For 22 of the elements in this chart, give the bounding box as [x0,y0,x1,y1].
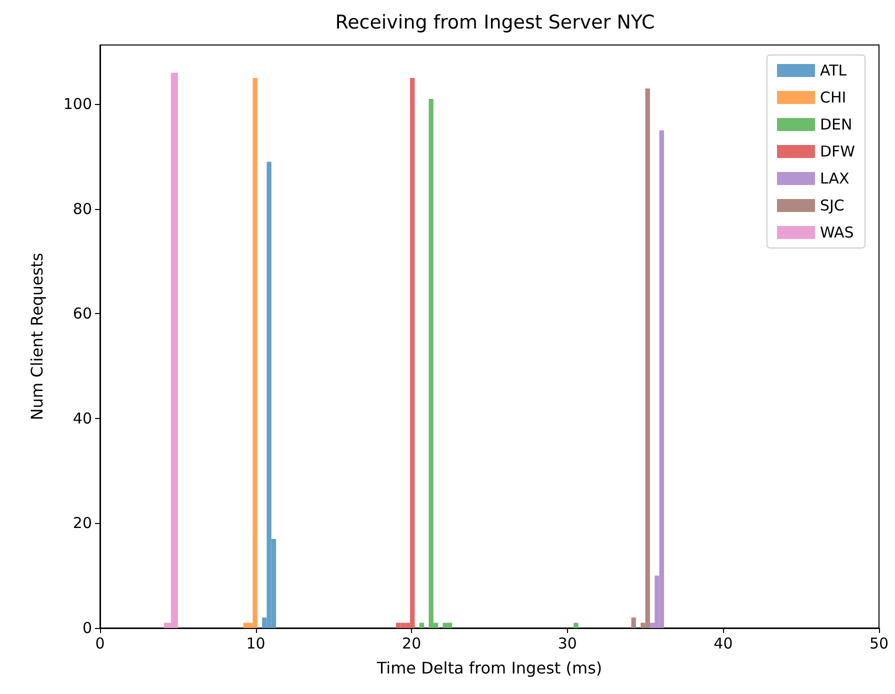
x-tick-label: 0 [95,634,105,652]
x-tick-label: 40 [714,634,733,652]
y-tick-label: 40 [72,409,92,428]
x-tick-label: 30 [558,634,577,652]
legend-label: DEN [820,116,852,134]
chart-title: Receiving from Ingest Server NYC [335,12,655,34]
legend-label: WAS [820,224,854,242]
y-tick-label: 0 [82,619,92,637]
legend-label: DFW [820,142,856,160]
y-axis-title: Num Client Requests [28,252,46,420]
x-tick-label: 50 [869,634,889,652]
legend-label: ATL [820,62,848,80]
x-axis-title: Time Delta from Ingest (ms) [376,658,602,678]
y-tick-label: 100 [63,95,92,114]
y-tick-label: 60 [72,304,92,323]
x-tick-label: 10 [246,634,266,652]
legend-label: CHI [820,88,846,106]
x-tick-label: 20 [402,634,422,652]
y-tick-label: 20 [72,514,92,532]
legend-label: SJC [820,196,844,214]
y-tick-label: 80 [72,200,92,218]
legend-label: LAX [820,170,850,188]
